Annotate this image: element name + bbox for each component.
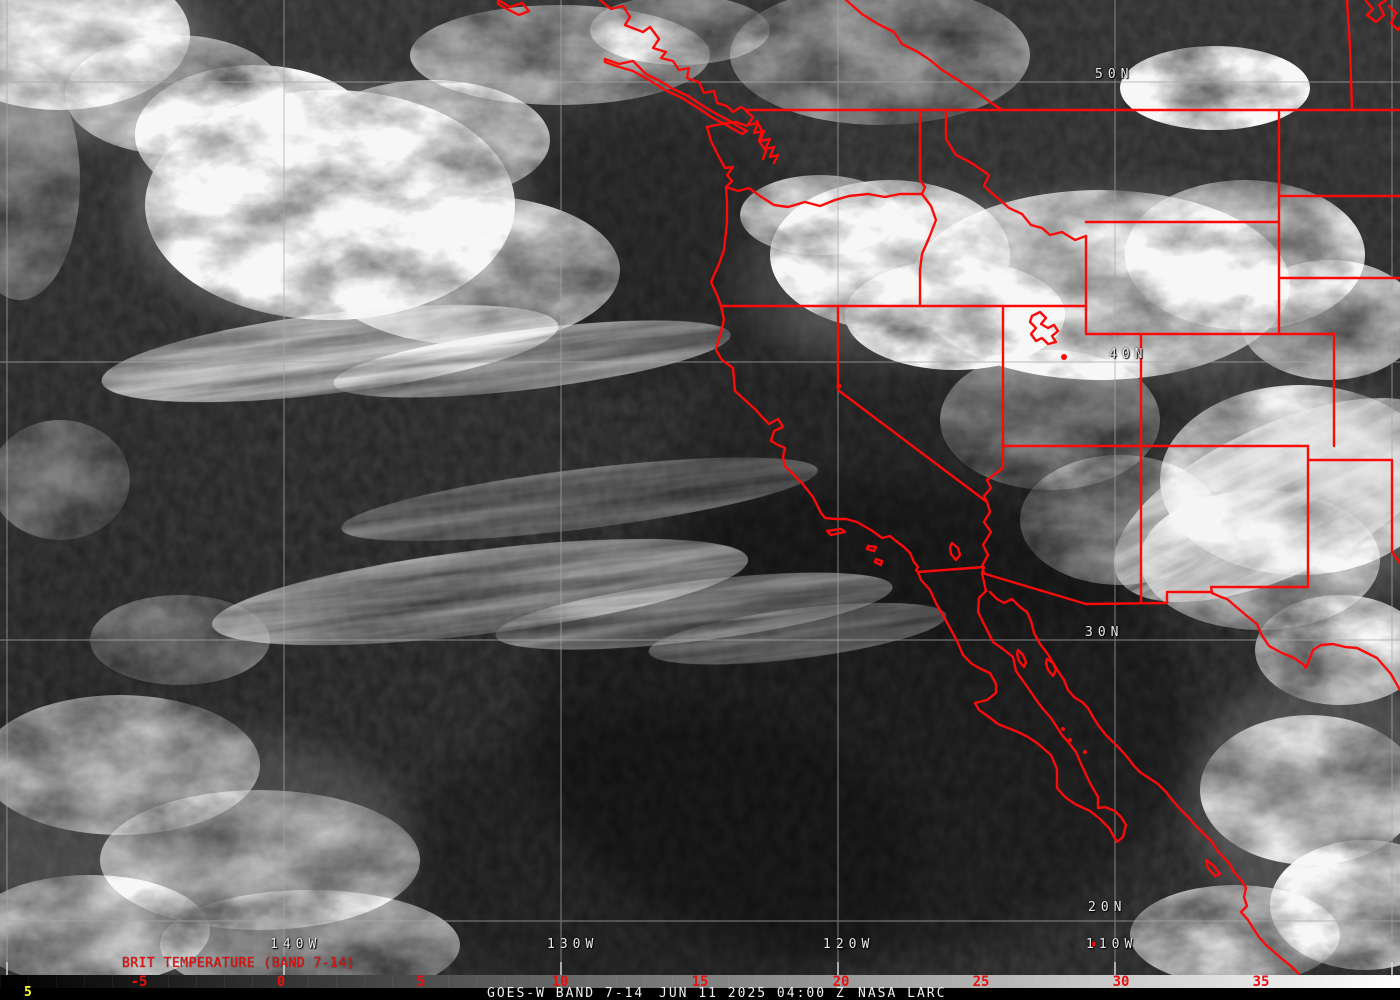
border-wa-or — [724, 185, 924, 209]
longitude-label: 130W — [547, 937, 599, 952]
status-source-label: NASA LARC — [858, 986, 947, 1000]
coastline-mexico-mainland — [988, 590, 1301, 975]
great-salt-lake — [1028, 310, 1060, 346]
lake-manitoba — [1387, 4, 1400, 32]
sinaloa-islets — [1204, 858, 1222, 878]
coastline-olympic — [705, 125, 735, 189]
border-us-mexico — [916, 565, 1213, 606]
cloud-layer — [0, 0, 1400, 975]
lake-tahoe — [836, 383, 842, 389]
cirrus-streak-layer-se — [1113, 397, 1400, 603]
product-caption: BRIT TEMPERATURE (BAND 7-14) — [122, 956, 356, 971]
colorbar-tick: 5 — [416, 974, 426, 990]
colorbar-tick: -5 — [130, 974, 148, 990]
map-borders-overlay — [496, 0, 1400, 975]
border-wa-id — [918, 108, 927, 196]
longitude-label: 120W — [823, 937, 875, 952]
colorbar-tick: 10 — [551, 974, 569, 990]
border-sk-mb — [1345, 0, 1354, 112]
border-tx-ok — [1306, 458, 1400, 565]
border-bc-alberta — [844, 0, 1004, 112]
coastline-bc — [598, 0, 748, 114]
grid-bottom-ticks — [6, 962, 1393, 975]
isla-tiburon — [1044, 657, 1058, 678]
lake-winnipegosis — [1364, 0, 1388, 24]
status-product-label: GOES-W BAND 7-14 — [487, 986, 645, 1000]
satellite-image — [0, 0, 1400, 975]
colorado-delta — [980, 571, 988, 593]
channel-islands — [825, 527, 884, 567]
colorbar-tick: 15 — [691, 974, 709, 990]
status-timestamp: JUN 11 2025 04:00 Z — [659, 986, 846, 1000]
salton-sea — [948, 541, 962, 562]
isla-angel-de-la-guarda — [1015, 648, 1028, 669]
rio-grande — [1210, 591, 1400, 692]
border-or-id — [918, 192, 938, 308]
status-bar: 5 GOES-W BAND 7-14 JUN 11 2025 04:00 Z N… — [0, 985, 1400, 1000]
latitude-label: 50N — [1095, 67, 1134, 82]
utah-lake — [1061, 354, 1067, 360]
colorbar: -5 0 5 10 15 20 25 30 35 — [0, 974, 1400, 990]
latitude-label: 40N — [1109, 347, 1148, 362]
border-ca-nv — [836, 304, 989, 504]
map-point-features — [836, 354, 1096, 947]
gulf-islet-2 — [1068, 738, 1072, 742]
border-nm-tx — [1209, 444, 1310, 595]
colorbar-tick: 30 — [1112, 974, 1130, 990]
coastline-haida-gwaii — [496, 0, 531, 17]
colorbar-tick: 25 — [972, 974, 990, 990]
latitude-label: 30N — [1085, 625, 1124, 640]
gulf-islet-1 — [1061, 727, 1065, 731]
colorbar-tick: 35 — [1252, 974, 1270, 990]
latitude-label: 20N — [1088, 900, 1127, 915]
colorbar-tick: 0 — [276, 974, 286, 990]
border-colorado-river — [980, 442, 1005, 575]
isla-san-benedicto — [1090, 941, 1096, 947]
longitude-label: 110W — [1086, 937, 1138, 952]
cirrus-streak-layer — [101, 304, 947, 665]
border-id-mt — [944, 108, 1088, 242]
coastline-juan-de-fuca — [705, 120, 749, 129]
colorbar-tick: 20 — [832, 974, 850, 990]
status-left-value: 5 — [24, 985, 32, 1000]
coastline-baja — [916, 570, 1128, 844]
longitude-label: 140W — [270, 937, 322, 952]
coastline-hood-canal — [755, 119, 768, 161]
coastline-vancouver-island — [603, 57, 749, 136]
gulf-islet-3 — [1083, 750, 1087, 754]
